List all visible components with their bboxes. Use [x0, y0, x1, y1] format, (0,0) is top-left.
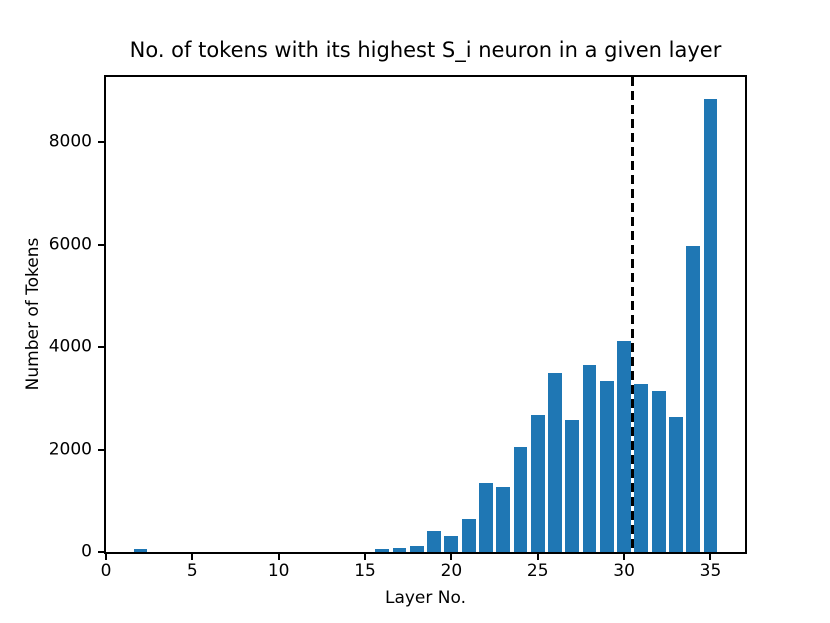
bar-layer-27 — [565, 419, 580, 552]
y-tick-6000 — [98, 243, 104, 246]
x-tick-25 — [536, 554, 539, 560]
bar-layer-23 — [496, 486, 511, 552]
y-axis-ticklabels: 0 2000 4000 6000 8000 — [0, 77, 92, 561]
bar-layer-18 — [409, 545, 424, 552]
bar-layer-2 — [133, 549, 148, 552]
bar-layer-20 — [444, 536, 459, 552]
x-ticklabel-10: 10 — [267, 561, 290, 581]
x-tick-0 — [105, 554, 107, 560]
plot-area — [104, 75, 747, 554]
bar-layer-29 — [599, 380, 614, 552]
bar-layer-31 — [634, 383, 649, 552]
y-tick-4000 — [98, 346, 104, 349]
bar-layer-17 — [392, 547, 407, 552]
x-tick-20 — [450, 554, 453, 560]
x-ticklabel-0: 0 — [100, 561, 112, 581]
x-ticklabel-15: 15 — [354, 561, 376, 581]
x-tick-30 — [623, 554, 626, 560]
bar-layer-21 — [461, 518, 476, 552]
y-tick-8000 — [98, 141, 104, 144]
y-tick-2000 — [98, 448, 104, 451]
plot-inner — [106, 77, 745, 552]
y-ticklabel-6000: 6000 — [48, 234, 92, 255]
x-ticklabel-25: 25 — [526, 561, 549, 581]
y-tick-0 — [98, 551, 104, 553]
x-tick-35 — [709, 554, 712, 560]
x-ticklabel-35: 35 — [699, 561, 722, 581]
y-axis-ticks — [98, 77, 104, 553]
y-ticklabel-8000: 8000 — [48, 131, 92, 152]
bar-layer-25 — [530, 415, 545, 552]
bar-layer-32 — [651, 390, 666, 552]
x-tick-5 — [191, 554, 194, 560]
x-axis-ticklabels: 0 5 10 15 20 25 30 35 — [101, 561, 745, 582]
bar-layer-19 — [427, 531, 442, 552]
bar-layer-16 — [375, 549, 390, 552]
x-axis-label: Layer No. — [384, 588, 467, 608]
y-ticklabel-0: 0 — [81, 541, 92, 562]
bar-layer-28 — [582, 364, 597, 552]
bar-layer-22 — [479, 482, 493, 552]
x-axis-ticks — [105, 554, 745, 560]
bar-layer-35 — [703, 98, 718, 552]
bar-layer-24 — [513, 446, 528, 552]
x-ticklabel-30: 30 — [613, 561, 635, 581]
y-ticklabel-2000: 2000 — [48, 439, 92, 460]
chart-title: No. of tokens with its highest S_i neuro… — [129, 38, 722, 62]
bar-layer-34 — [686, 245, 701, 552]
x-tick-15 — [364, 554, 367, 560]
threshold-dashed-line — [631, 77, 635, 552]
bar-layer-26 — [548, 372, 562, 552]
bar-layer-33 — [669, 417, 683, 552]
x-ticklabel-5: 5 — [186, 561, 198, 581]
x-ticklabel-20: 20 — [440, 561, 463, 581]
bar-layer-30 — [617, 340, 631, 552]
x-tick-10 — [277, 554, 280, 560]
y-ticklabel-4000: 4000 — [48, 336, 92, 357]
